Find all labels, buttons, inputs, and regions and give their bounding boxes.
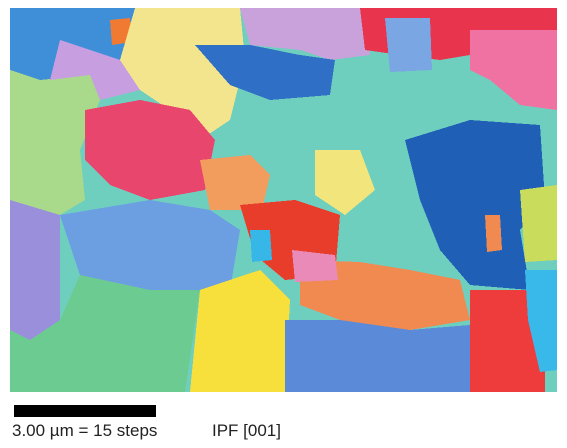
scale-bar — [14, 405, 156, 417]
ebsd-figure: 3.00 µm = 15 steps IPF [001] — [0, 0, 567, 448]
view-label: IPF [001] — [212, 421, 281, 441]
ipf-map — [10, 8, 557, 392]
scale-label: 3.00 µm = 15 steps — [12, 421, 157, 441]
